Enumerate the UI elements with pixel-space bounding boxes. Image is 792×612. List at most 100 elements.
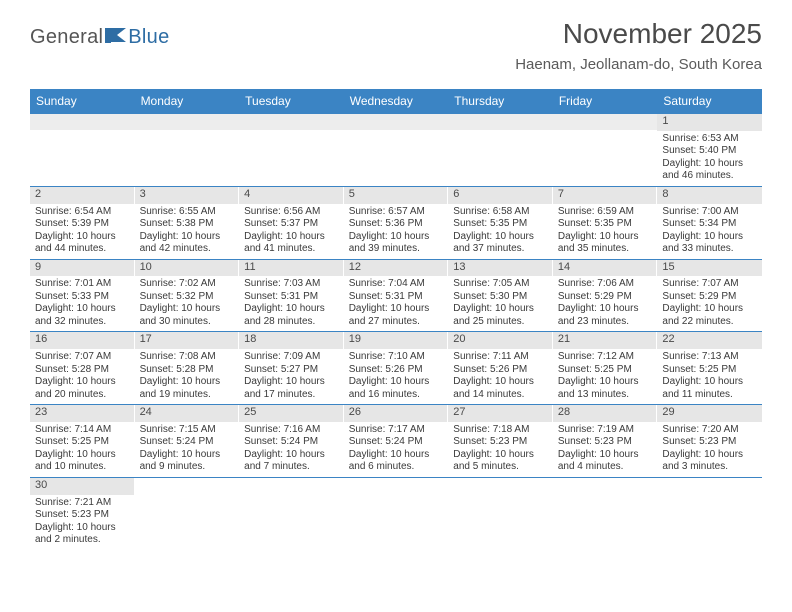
daylight-line: Daylight: 10 hours and 11 minutes. <box>662 376 757 401</box>
day-info: Sunrise: 6:59 AMSunset: 5:35 PMDaylight:… <box>553 204 658 259</box>
daylight-line: Daylight: 10 hours and 9 minutes. <box>140 449 235 474</box>
empty-day-band <box>239 114 344 130</box>
brand-logo: General Blue <box>30 26 170 49</box>
sunset-line: Sunset: 5:26 PM <box>349 364 444 377</box>
sunset-line: Sunset: 5:24 PM <box>244 436 339 449</box>
sunrise-line: Sunrise: 7:07 AM <box>35 351 130 364</box>
sunrise-line: Sunrise: 7:12 AM <box>558 351 653 364</box>
calendar-day-cell: 27Sunrise: 7:18 AMSunset: 5:23 PMDayligh… <box>448 405 553 477</box>
calendar-week-row: 16Sunrise: 7:07 AMSunset: 5:28 PMDayligh… <box>30 332 762 405</box>
sunrise-line: Sunrise: 7:21 AM <box>35 497 130 510</box>
day-info: Sunrise: 7:10 AMSunset: 5:26 PMDaylight:… <box>344 349 449 404</box>
day-number: 18 <box>239 332 344 349</box>
daylight-line: Daylight: 10 hours and 3 minutes. <box>662 449 757 474</box>
day-number: 19 <box>344 332 449 349</box>
calendar-day-cell: 6Sunrise: 6:58 AMSunset: 5:35 PMDaylight… <box>448 187 553 259</box>
day-info: Sunrise: 7:19 AMSunset: 5:23 PMDaylight:… <box>553 422 658 477</box>
sunset-line: Sunset: 5:35 PM <box>558 218 653 231</box>
sunset-line: Sunset: 5:29 PM <box>662 291 757 304</box>
calendar-empty-cell <box>553 114 658 186</box>
weekday-header: Monday <box>135 89 240 114</box>
daylight-line: Daylight: 10 hours and 25 minutes. <box>453 303 548 328</box>
calendar-week-row: 1Sunrise: 6:53 AMSunset: 5:40 PMDaylight… <box>30 114 762 187</box>
day-info: Sunrise: 7:12 AMSunset: 5:25 PMDaylight:… <box>553 349 658 404</box>
day-number: 21 <box>553 332 658 349</box>
flag-icon <box>105 26 127 49</box>
sunset-line: Sunset: 5:23 PM <box>453 436 548 449</box>
daylight-line: Daylight: 10 hours and 10 minutes. <box>35 449 130 474</box>
day-number: 3 <box>135 187 240 204</box>
sunset-line: Sunset: 5:40 PM <box>662 145 757 158</box>
daylight-line: Daylight: 10 hours and 20 minutes. <box>35 376 130 401</box>
sunrise-line: Sunrise: 7:14 AM <box>35 424 130 437</box>
calendar-day-cell: 17Sunrise: 7:08 AMSunset: 5:28 PMDayligh… <box>135 332 240 404</box>
empty-day-band <box>553 114 658 130</box>
sunset-line: Sunset: 5:25 PM <box>35 436 130 449</box>
calendar-day-cell: 7Sunrise: 6:59 AMSunset: 5:35 PMDaylight… <box>553 187 658 259</box>
calendar-day-cell: 30Sunrise: 7:21 AMSunset: 5:23 PMDayligh… <box>30 478 135 550</box>
sunrise-line: Sunrise: 6:55 AM <box>140 206 235 219</box>
day-info: Sunrise: 7:07 AMSunset: 5:28 PMDaylight:… <box>30 349 135 404</box>
sunset-line: Sunset: 5:23 PM <box>35 509 130 522</box>
daylight-line: Daylight: 10 hours and 33 minutes. <box>662 231 757 256</box>
calendar-empty-cell <box>135 114 240 186</box>
day-number: 22 <box>657 332 762 349</box>
daylight-line: Daylight: 10 hours and 41 minutes. <box>244 231 339 256</box>
sunset-line: Sunset: 5:26 PM <box>453 364 548 377</box>
daylight-line: Daylight: 10 hours and 13 minutes. <box>558 376 653 401</box>
day-info: Sunrise: 7:01 AMSunset: 5:33 PMDaylight:… <box>30 276 135 331</box>
day-info: Sunrise: 7:06 AMSunset: 5:29 PMDaylight:… <box>553 276 658 331</box>
daylight-line: Daylight: 10 hours and 44 minutes. <box>35 231 130 256</box>
day-number: 26 <box>344 405 449 422</box>
day-info: Sunrise: 7:17 AMSunset: 5:24 PMDaylight:… <box>344 422 449 477</box>
day-info: Sunrise: 7:07 AMSunset: 5:29 PMDaylight:… <box>657 276 762 331</box>
sunset-line: Sunset: 5:33 PM <box>35 291 130 304</box>
day-number: 11 <box>239 260 344 277</box>
sunset-line: Sunset: 5:38 PM <box>140 218 235 231</box>
sunset-line: Sunset: 5:25 PM <box>662 364 757 377</box>
calendar-day-cell: 22Sunrise: 7:13 AMSunset: 5:25 PMDayligh… <box>657 332 762 404</box>
calendar-day-cell: 4Sunrise: 6:56 AMSunset: 5:37 PMDaylight… <box>239 187 344 259</box>
day-number: 27 <box>448 405 553 422</box>
calendar-day-cell: 26Sunrise: 7:17 AMSunset: 5:24 PMDayligh… <box>344 405 449 477</box>
calendar-day-cell: 11Sunrise: 7:03 AMSunset: 5:31 PMDayligh… <box>239 260 344 332</box>
day-info: Sunrise: 7:09 AMSunset: 5:27 PMDaylight:… <box>239 349 344 404</box>
day-info: Sunrise: 6:57 AMSunset: 5:36 PMDaylight:… <box>344 204 449 259</box>
calendar-empty-cell <box>657 478 762 550</box>
sunrise-line: Sunrise: 7:16 AM <box>244 424 339 437</box>
sunrise-line: Sunrise: 7:07 AM <box>662 278 757 291</box>
day-number: 24 <box>135 405 240 422</box>
day-info: Sunrise: 7:18 AMSunset: 5:23 PMDaylight:… <box>448 422 553 477</box>
day-info: Sunrise: 6:54 AMSunset: 5:39 PMDaylight:… <box>30 204 135 259</box>
day-info: Sunrise: 6:55 AMSunset: 5:38 PMDaylight:… <box>135 204 240 259</box>
weekday-header: Wednesday <box>344 89 449 114</box>
calendar-week-row: 2Sunrise: 6:54 AMSunset: 5:39 PMDaylight… <box>30 187 762 260</box>
weekday-header: Sunday <box>30 89 135 114</box>
empty-day-band <box>344 114 449 130</box>
sunset-line: Sunset: 5:31 PM <box>349 291 444 304</box>
day-info: Sunrise: 7:03 AMSunset: 5:31 PMDaylight:… <box>239 276 344 331</box>
weekday-header: Saturday <box>657 89 762 114</box>
calendar-day-cell: 5Sunrise: 6:57 AMSunset: 5:36 PMDaylight… <box>344 187 449 259</box>
calendar-day-cell: 8Sunrise: 7:00 AMSunset: 5:34 PMDaylight… <box>657 187 762 259</box>
sunset-line: Sunset: 5:30 PM <box>453 291 548 304</box>
sunrise-line: Sunrise: 6:58 AM <box>453 206 548 219</box>
day-number: 2 <box>30 187 135 204</box>
sunset-line: Sunset: 5:37 PM <box>244 218 339 231</box>
sunset-line: Sunset: 5:32 PM <box>140 291 235 304</box>
calendar-day-cell: 15Sunrise: 7:07 AMSunset: 5:29 PMDayligh… <box>657 260 762 332</box>
sunset-line: Sunset: 5:29 PM <box>558 291 653 304</box>
sunrise-line: Sunrise: 7:08 AM <box>140 351 235 364</box>
calendar-empty-cell <box>239 478 344 550</box>
calendar-week-row: 23Sunrise: 7:14 AMSunset: 5:25 PMDayligh… <box>30 405 762 478</box>
calendar-day-cell: 16Sunrise: 7:07 AMSunset: 5:28 PMDayligh… <box>30 332 135 404</box>
calendar-empty-cell <box>239 114 344 186</box>
brand-text-2: Blue <box>128 26 169 49</box>
sunset-line: Sunset: 5:23 PM <box>558 436 653 449</box>
sunset-line: Sunset: 5:24 PM <box>349 436 444 449</box>
empty-day-band <box>448 114 553 130</box>
sunset-line: Sunset: 5:31 PM <box>244 291 339 304</box>
sunrise-line: Sunrise: 6:57 AM <box>349 206 444 219</box>
daylight-line: Daylight: 10 hours and 27 minutes. <box>349 303 444 328</box>
sunrise-line: Sunrise: 7:09 AM <box>244 351 339 364</box>
